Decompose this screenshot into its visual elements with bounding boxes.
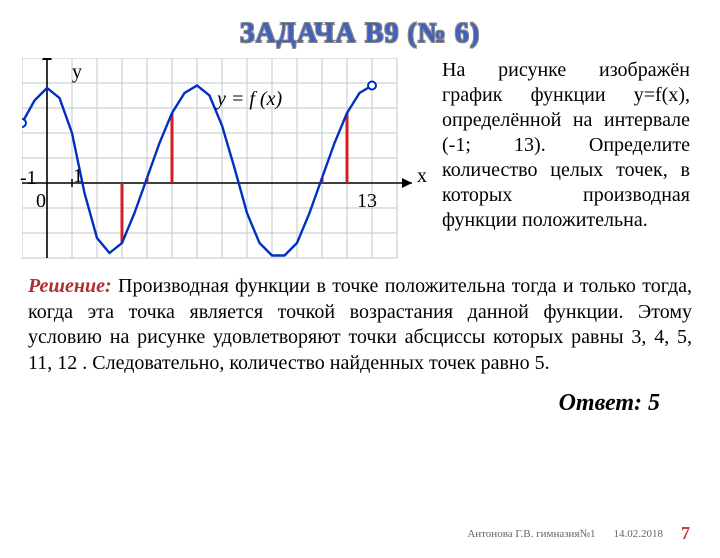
top-row: y = f (x) y x -1 1 0 13 На рисунке изобр… <box>0 58 720 268</box>
problem-text: На рисунке изображён график функции y=f(… <box>442 58 720 233</box>
footer-page: 7 <box>681 523 690 544</box>
answer-label: Ответ: <box>559 390 642 416</box>
answer-line: Ответ: 5 <box>0 390 660 417</box>
label-one: 1 <box>73 165 83 188</box>
label-neg1: -1 <box>20 167 37 190</box>
footer: Антонова Г.В. гимназия№1 14.02.2018 7 <box>0 523 720 544</box>
solution-label: Решение: <box>28 275 112 297</box>
footer-date: 14.02.2018 <box>614 528 664 540</box>
label-zero: 0 <box>36 190 46 213</box>
solution-block: Решение: Производная функции в точке пол… <box>28 274 692 376</box>
formula-label: y = f (x) <box>217 88 282 111</box>
function-chart: y = f (x) y x -1 1 0 13 <box>22 58 442 268</box>
y-axis-label: y <box>72 61 82 84</box>
page-title: ЗАДАЧА В9 (№ 6) <box>0 18 720 50</box>
solution-body: Производная функции в точке положительна… <box>28 275 692 374</box>
x-axis-label: x <box>417 165 427 188</box>
answer-value: 5 <box>648 390 660 416</box>
label-thirteen: 13 <box>357 190 377 213</box>
footer-author: Антонова Г.В. гимназия№1 <box>467 528 595 540</box>
